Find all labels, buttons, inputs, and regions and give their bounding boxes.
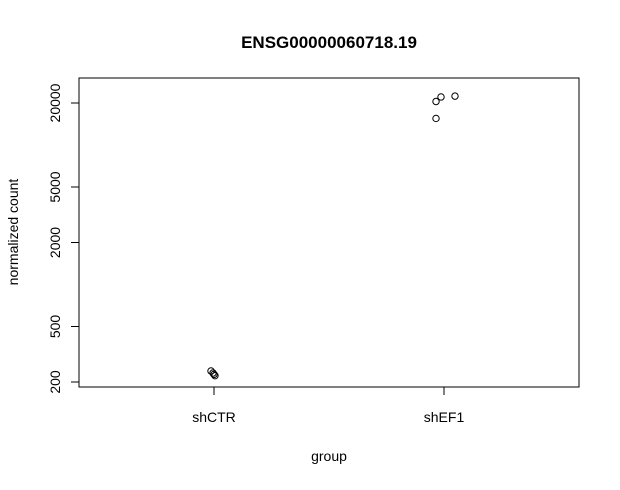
data-point [451,92,459,100]
data-points [207,92,459,380]
x-tick-label: shEF1 [424,409,465,425]
y-axis-label: normalized count [5,179,21,286]
x-tick-label: shCTR [192,409,236,425]
data-point [432,114,440,123]
data-point [211,371,219,380]
y-axis: 200 500 2000 5000 20000 [47,83,80,394]
y-tick-label: 2000 [47,227,63,258]
x-axis-label: group [311,448,347,464]
y-tick-label: 5000 [47,171,63,202]
chart-title: ENSG00000060718.19 [241,33,417,52]
y-tick-label: 500 [47,315,63,339]
data-point [210,370,218,379]
y-tick-label: 200 [47,370,63,394]
y-tick-label: 20000 [47,83,63,122]
data-point [437,93,445,101]
x-axis: shCTR shEF1 [192,386,465,425]
data-point [432,97,440,106]
